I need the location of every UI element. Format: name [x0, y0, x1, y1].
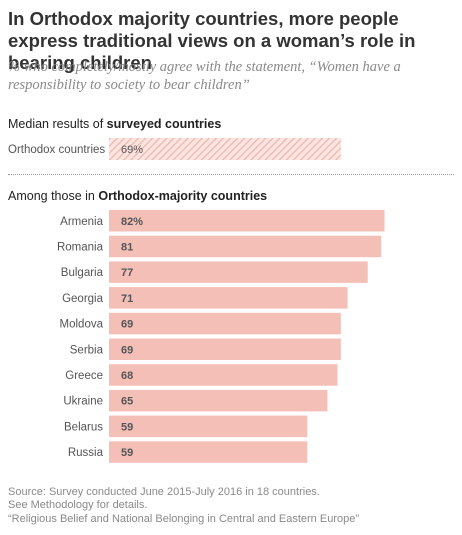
section-divider: [8, 174, 454, 175]
median-section-label-bold: surveyed countries: [106, 117, 222, 131]
country-value-armenia: 82%: [121, 216, 143, 228]
country-label-georgia: Georgia: [62, 293, 104, 305]
country-label-romania: Romania: [57, 241, 104, 253]
countries-section-label-prefix: Among those in: [8, 189, 99, 203]
countries-section-label: Among those in Orthodox-majority countri…: [8, 189, 267, 203]
country-label-belarus: Belarus: [64, 421, 103, 433]
source-line-3: “Religious Belief and National Belonging…: [8, 512, 359, 525]
country-bar-armenia: [109, 210, 385, 232]
median-bars: Orthodox countries 69%: [8, 138, 341, 160]
median-section-label: Median results of surveyed countries: [8, 117, 221, 131]
country-bar-greece: [109, 364, 338, 386]
country-value-romania: 81: [121, 241, 133, 253]
country-bar-moldova: [109, 312, 341, 335]
country-value-belarus: 59: [121, 421, 133, 433]
median-section-label-prefix: Median results of: [8, 117, 107, 131]
country-bar-bulgaria: [109, 261, 368, 283]
country-value-russia: 59: [121, 447, 133, 459]
country-bar-romania: [109, 235, 382, 258]
country-bar-belarus: [109, 415, 308, 438]
median-label-orthodox-countries: Orthodox countries: [8, 144, 105, 156]
country-value-greece: 68: [121, 370, 133, 382]
country-bar-serbia: [109, 338, 341, 360]
source-line-2: See Methodology for details.: [8, 499, 148, 512]
source-note: Source: Survey conducted June 2015-July …: [8, 486, 359, 526]
source-line-1: Source: Survey conducted June 2015-July …: [8, 486, 320, 498]
bar-chart: Orthodox countries 69% Armenia 82% Romania 8…: [8, 138, 385, 463]
country-label-ukraine: Ukraine: [63, 396, 103, 408]
country-label-moldova: Moldova: [60, 319, 104, 331]
country-bars: Armenia 82% Romania 81 Bulgaria 77 Georgia 71 Mo…: [57, 210, 385, 463]
country-label-serbia: Serbia: [70, 344, 104, 356]
country-bar-ukraine: [109, 389, 328, 412]
country-label-russia: Russia: [68, 447, 104, 459]
country-bar-russia: [109, 441, 308, 463]
country-value-georgia: 71: [121, 293, 133, 305]
country-label-bulgaria: Bulgaria: [61, 267, 104, 279]
countries-section-label-bold: Orthodox-majority countries: [98, 189, 268, 203]
country-label-greece: Greece: [65, 370, 103, 382]
country-value-ukraine: 65: [121, 396, 133, 408]
country-label-armenia: Armenia: [60, 216, 103, 228]
median-value-orthodox-countries: 69%: [121, 144, 143, 156]
country-value-serbia: 69: [121, 344, 133, 356]
country-value-moldova: 69: [121, 319, 133, 331]
country-bar-georgia: [109, 287, 348, 309]
median-bar-orthodox-countries: [109, 138, 341, 160]
chart-subtitle: % who completely/mostly agree with the s…: [8, 59, 401, 93]
country-value-bulgaria: 77: [121, 267, 133, 279]
chart-title: In Orthodox majority countries, more peo…: [8, 8, 416, 73]
